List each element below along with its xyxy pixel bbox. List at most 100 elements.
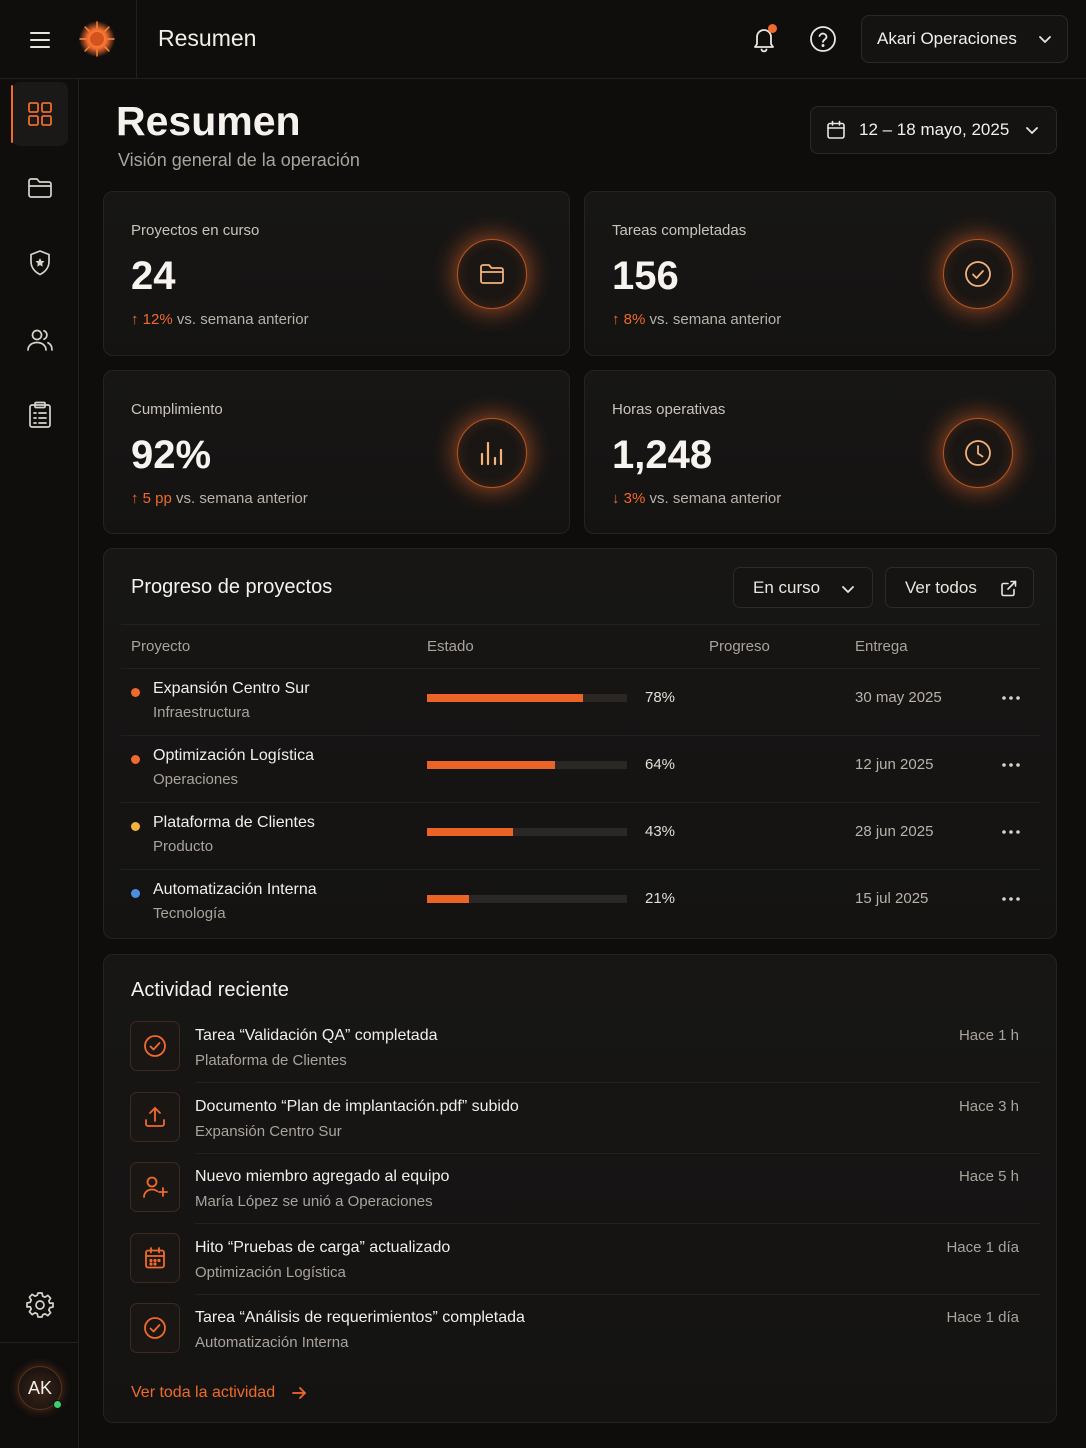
calendar-icon [143,1246,167,1270]
delta-arrow: ↓ [612,490,620,507]
sidebar-divider [0,1342,79,1343]
due-date: 15 jul 2025 [855,890,929,907]
progress-percent: 21% [645,890,676,907]
sidebar-item-projects[interactable] [12,156,68,220]
activity-subtitle: María López se unió a Operaciones [195,1193,433,1210]
clock-icon [965,440,991,466]
delta-value: 8% [623,311,646,328]
divider [121,735,1040,736]
project-category: Operaciones [153,771,239,788]
more-horizontal-icon [1002,830,1020,834]
view-all-projects-button[interactable]: Ver todos [885,567,1034,608]
progress-percent: 43% [645,823,676,840]
delta-text: vs. semana anterior [649,490,782,507]
recent-activity-panel: Actividad reciente Tarea “Validación QA”… [103,954,1057,1423]
chevron-down-icon [1026,127,1038,134]
sidebar-item-dashboard[interactable] [11,82,68,146]
shield-icon [30,250,50,276]
table-row[interactable]: Expansión Centro Sur Infraestructura 78% 30… [104,668,1059,734]
activity-icon-box [130,1091,180,1142]
activity-subtitle: Expansión Centro Sur [195,1122,342,1140]
online-status-dot [53,1400,62,1409]
project-category: Infraestructura [153,704,250,721]
activity-title: Nuevo miembro agregado al equipo [195,1168,450,1185]
stat-label: Tareas completadas [612,222,747,239]
activity-time: Hace 1 h [958,1027,1019,1044]
stat-value: 1,248 [612,433,713,477]
delta-value: 12% [142,311,173,328]
page-subtitle: Visión general de la operación [118,150,360,170]
view-all-activity-label: Ver toda la actividad [131,1384,276,1401]
row-more-button[interactable] [997,887,1025,911]
menu-button[interactable] [22,22,58,58]
activity-item[interactable]: Hito “Pruebas de carga” actualizado Optim… [104,1232,1059,1303]
delta-value: 3% [623,490,646,507]
sidebar-item-reports[interactable] [12,383,68,447]
progress-bar-fill [427,895,469,903]
activity-item[interactable]: Tarea “Análisis de requerimientos” compl… [104,1303,1059,1373]
activity-title: Documento “Plan de implantación.pdf” sub… [195,1097,519,1115]
table-row[interactable]: Plataforma de Clientes Producto 43% 28 jun … [104,802,1059,868]
project-category: Producto [153,838,214,855]
sidebar-item-security[interactable] [12,231,68,295]
row-more-button[interactable] [997,686,1025,710]
activity-icon-box [130,1303,180,1353]
stat-icon-badge [457,418,527,488]
divider [195,1293,1040,1295]
bell-icon [754,29,774,53]
due-date: 30 may 2025 [855,689,942,706]
activity-item[interactable]: Nuevo miembro agregado al equipo María Ló… [104,1162,1059,1232]
external-link-icon [1001,580,1017,597]
row-more-button[interactable] [997,753,1025,777]
activity-item[interactable]: Tarea “Validación QA” completada Platafor… [104,1021,1059,1091]
view-all-activity-link[interactable]: Ver toda la actividad [131,1384,307,1402]
project-name: Plataforma de Clientes [153,814,315,831]
stat-card-hours: Horas operativas 1,248 ↓ 3% vs. semana a… [584,370,1056,534]
notifications-button[interactable] [746,20,782,58]
project-status-dot [131,755,140,764]
stat-label: Horas operativas [612,401,726,418]
delta-value: 5 pp [142,490,172,507]
status-filter-dropdown[interactable]: En curso [733,567,873,608]
progress-bar-fill [427,694,583,702]
stat-delta: ↓ 3% vs. semana anterior [612,490,781,507]
activity-item[interactable]: Documento “Plan de implantación.pdf” sub… [104,1091,1059,1162]
project-name: Automatización Interna [153,881,317,898]
stat-card-projects: Proyectos en curso 24 ↑ 12% vs. semana a… [103,191,570,356]
table-row[interactable]: Automatización Interna Tecnología 21% 15 ju… [104,869,1059,935]
stat-delta: ↑ 12% vs. semana anterior [131,311,309,328]
panel-title: Actividad reciente [131,979,289,1001]
logo-icon[interactable] [78,20,116,58]
divider [121,668,1040,669]
user-plus-icon [142,1175,168,1199]
divider [195,1082,1040,1083]
users-icon [27,329,53,351]
arrow-right-icon [292,1387,306,1399]
date-range-picker[interactable]: 12 – 18 mayo, 2025 [810,106,1057,154]
stat-icon-badge [457,239,527,309]
progress-bar [427,895,627,903]
stat-value: 24 [131,254,176,298]
help-button[interactable] [805,21,841,57]
delta-text: vs. semana anterior [649,311,782,328]
stat-value: 156 [612,254,679,298]
avatar-initials: AK [27,1377,52,1398]
divider [195,1223,1040,1224]
sidebar-item-settings[interactable] [12,1273,68,1337]
table-row[interactable]: Optimización Logística Operaciones 64% 12 j… [104,735,1059,801]
folder-icon [28,178,52,198]
dashboard-icon [28,102,52,126]
sidebar-item-team[interactable] [12,308,68,372]
project-category: Tecnología [153,905,226,922]
stat-label: Proyectos en curso [131,222,260,239]
avatar[interactable]: AK [18,1366,62,1410]
top-bar: Resumen Akari Operaciones [0,0,1086,79]
chevron-down-icon [1039,36,1051,43]
delta-text: vs. semana anterior [176,490,308,507]
check-circle-icon [143,1316,167,1340]
activity-icon-box [130,1162,180,1212]
project-name: Expansión Centro Sur [153,680,310,697]
row-more-button[interactable] [997,820,1025,844]
account-switcher[interactable]: Akari Operaciones [861,15,1068,63]
clipboard-icon [29,401,51,428]
